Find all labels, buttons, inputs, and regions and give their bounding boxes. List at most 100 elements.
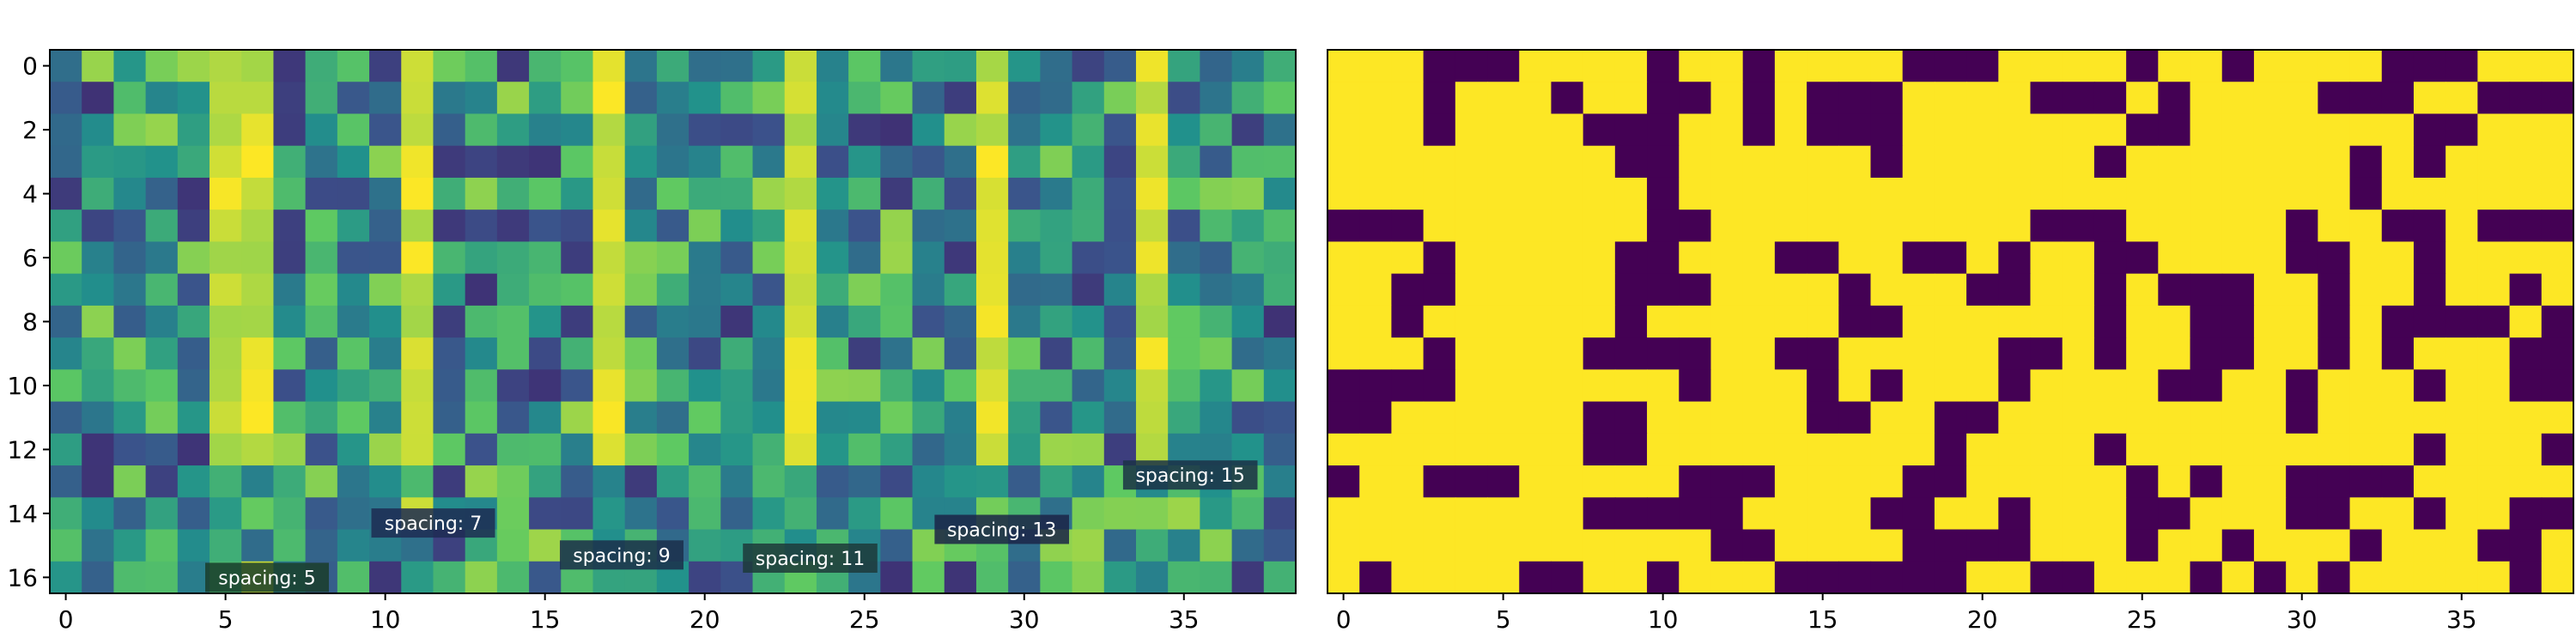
binary-cell [1487, 146, 1520, 179]
heatmap-cell [1232, 562, 1265, 594]
binary-cell [2382, 210, 2415, 242]
heatmap-cell [1104, 241, 1137, 274]
binary-cell [1519, 465, 1552, 498]
binary-cell [1679, 306, 1711, 338]
heatmap-cell [720, 337, 753, 370]
heatmap-cell [689, 113, 721, 146]
heatmap-cell [753, 113, 786, 146]
binary-cell [1583, 82, 1616, 114]
binary-cell [1870, 274, 1903, 307]
heatmap-cell [945, 369, 977, 402]
binary-cell [2286, 337, 2318, 370]
heatmap-cell [1232, 82, 1265, 114]
heatmap-cell [113, 369, 146, 402]
heatmap-cell [1232, 530, 1265, 562]
spacing-annotation: spacing: 11 [743, 544, 878, 573]
binary-cell [1551, 465, 1583, 498]
heatmap-cell [880, 562, 913, 594]
binary-cell [2158, 465, 2190, 498]
binary-cell [2286, 402, 2318, 434]
binary-cell [2382, 562, 2415, 594]
heatmap-cell [210, 434, 242, 466]
binary-cell [1775, 306, 1807, 338]
heatmap-cell [880, 210, 913, 242]
binary-cell [1359, 178, 1392, 210]
binary-cell [2254, 465, 2287, 498]
heatmap-cell [1200, 146, 1232, 179]
binary-cell [1743, 113, 1776, 146]
heatmap-cell [976, 178, 1009, 210]
binary-cell [1998, 113, 2031, 146]
heatmap-cell [817, 82, 849, 114]
binary-cell [2477, 465, 2510, 498]
binary-cell [1551, 82, 1583, 114]
binary-cell [1583, 274, 1616, 307]
heatmap-cell [880, 306, 913, 338]
binary-cell [2414, 402, 2446, 434]
binary-cell [1807, 241, 1839, 274]
heatmap-cell [210, 210, 242, 242]
binary-cell [1775, 178, 1807, 210]
heatmap-cell [945, 434, 977, 466]
heatmap-cell [273, 337, 306, 370]
heatmap-cell [529, 369, 562, 402]
heatmap-cell [1232, 274, 1265, 307]
heatmap-cell [689, 465, 721, 498]
binary-cell [1743, 562, 1776, 594]
heatmap-cell [657, 146, 690, 179]
binary-cell [2158, 306, 2190, 338]
heatmap-cell [657, 178, 690, 210]
heatmap-cell [1136, 178, 1169, 210]
binary-cell [2031, 434, 2063, 466]
binary-cell [2350, 337, 2383, 370]
heatmap-cell [1200, 369, 1232, 402]
binary-cell [2382, 306, 2415, 338]
heatmap-cell [433, 274, 465, 307]
binary-cell [1551, 146, 1583, 179]
heatmap-cell [401, 82, 434, 114]
binary-cell [2286, 562, 2318, 594]
binary-cell [2222, 274, 2255, 307]
heatmap-cell [497, 530, 530, 562]
heatmap-cell [146, 497, 179, 530]
binary-cell [2414, 146, 2446, 179]
binary-cell [1710, 50, 1743, 82]
binary-cell [1775, 465, 1807, 498]
heatmap-cell [1040, 241, 1072, 274]
binary-cell [1807, 337, 1839, 370]
heatmap-cell [82, 497, 114, 530]
heatmap-cell [50, 434, 82, 466]
heatmap-cell [241, 113, 274, 146]
heatmap-cell [689, 306, 721, 338]
binary-cell [2445, 497, 2478, 530]
binary-cell [2477, 497, 2510, 530]
heatmap-cell [817, 497, 849, 530]
heatmap-cell [1200, 50, 1232, 82]
binary-cell [1615, 497, 1648, 530]
heatmap-cell [945, 402, 977, 434]
heatmap-cell [1264, 434, 1297, 466]
heatmap-cell [210, 306, 242, 338]
heatmap-cell [720, 241, 753, 274]
binary-cell [1775, 530, 1807, 562]
binary-cell [1519, 178, 1552, 210]
binary-cell [1487, 497, 1520, 530]
binary-cell [1391, 50, 1424, 82]
heatmap-cell [689, 274, 721, 307]
binary-cell [1519, 306, 1552, 338]
binary-cell [1710, 241, 1743, 274]
heatmap-cell [1200, 497, 1232, 530]
binary-cell [1647, 530, 1680, 562]
heatmap-cell [592, 241, 625, 274]
heatmap-cell [146, 146, 179, 179]
binary-cell [1424, 497, 1456, 530]
binary-cell [1903, 369, 1935, 402]
binary-cell [2542, 402, 2574, 434]
heatmap-cell [1072, 113, 1105, 146]
binary-cell [1359, 530, 1392, 562]
heatmap-cell [720, 497, 753, 530]
binary-cell [2382, 402, 2415, 434]
heatmap-cell [273, 241, 306, 274]
binary-cell [2063, 530, 2095, 562]
binary-cell [1424, 50, 1456, 82]
